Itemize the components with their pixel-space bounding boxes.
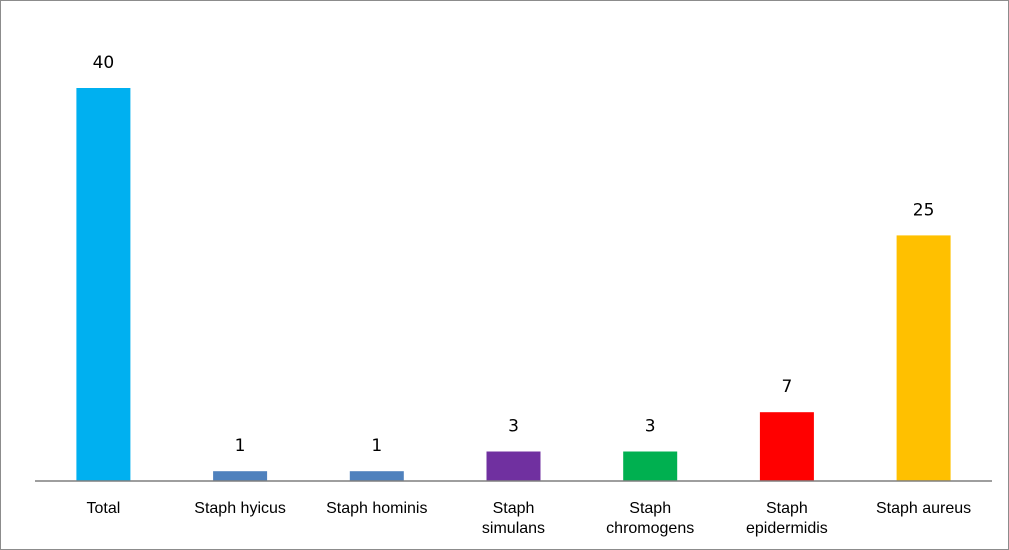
category-label-line: Staph hominis — [326, 500, 427, 517]
category-label-3: Staph simulans — [482, 500, 545, 537]
category-label-5: Staph epidermidis — [746, 500, 828, 537]
category-label-line: Total — [87, 500, 121, 517]
bar-5 — [759, 412, 814, 481]
data-label-4: 3 — [645, 417, 656, 437]
category-label-6: Staph aureus — [876, 500, 971, 517]
bars-layer — [76, 88, 951, 481]
category-label-line: Staph hyicus — [194, 500, 286, 517]
category-label-line: epidermidis — [746, 520, 828, 537]
data-label-0: 40 — [93, 53, 115, 73]
category-label-0: Total — [87, 500, 121, 517]
category-label-line: Staph — [493, 500, 535, 517]
data-label-6: 25 — [913, 200, 935, 220]
category-label-line: Staph aureus — [876, 500, 971, 517]
bar-0 — [76, 88, 131, 481]
data-label-3: 3 — [508, 417, 519, 437]
bar-3 — [486, 451, 541, 481]
category-label-1: Staph hyicus — [194, 500, 286, 517]
category-label-4: Staph chromogens — [606, 500, 694, 537]
category-label-line: chromogens — [606, 520, 694, 537]
bar-4 — [623, 451, 678, 481]
category-label-line: Staph — [629, 500, 671, 517]
data-label-1: 1 — [235, 436, 246, 456]
bar-1 — [213, 471, 268, 481]
bar-2 — [349, 471, 404, 481]
category-label-line: Staph — [766, 500, 808, 517]
bar-6 — [896, 235, 951, 481]
category-label-line: simulans — [482, 520, 545, 537]
labels-layer: 40 Total 1 Staph hyicus 1 Staph hominis 3 Staph… — [87, 53, 972, 537]
data-label-5: 7 — [781, 377, 792, 397]
data-label-2: 1 — [371, 436, 382, 456]
category-label-2: Staph hominis — [326, 500, 427, 517]
